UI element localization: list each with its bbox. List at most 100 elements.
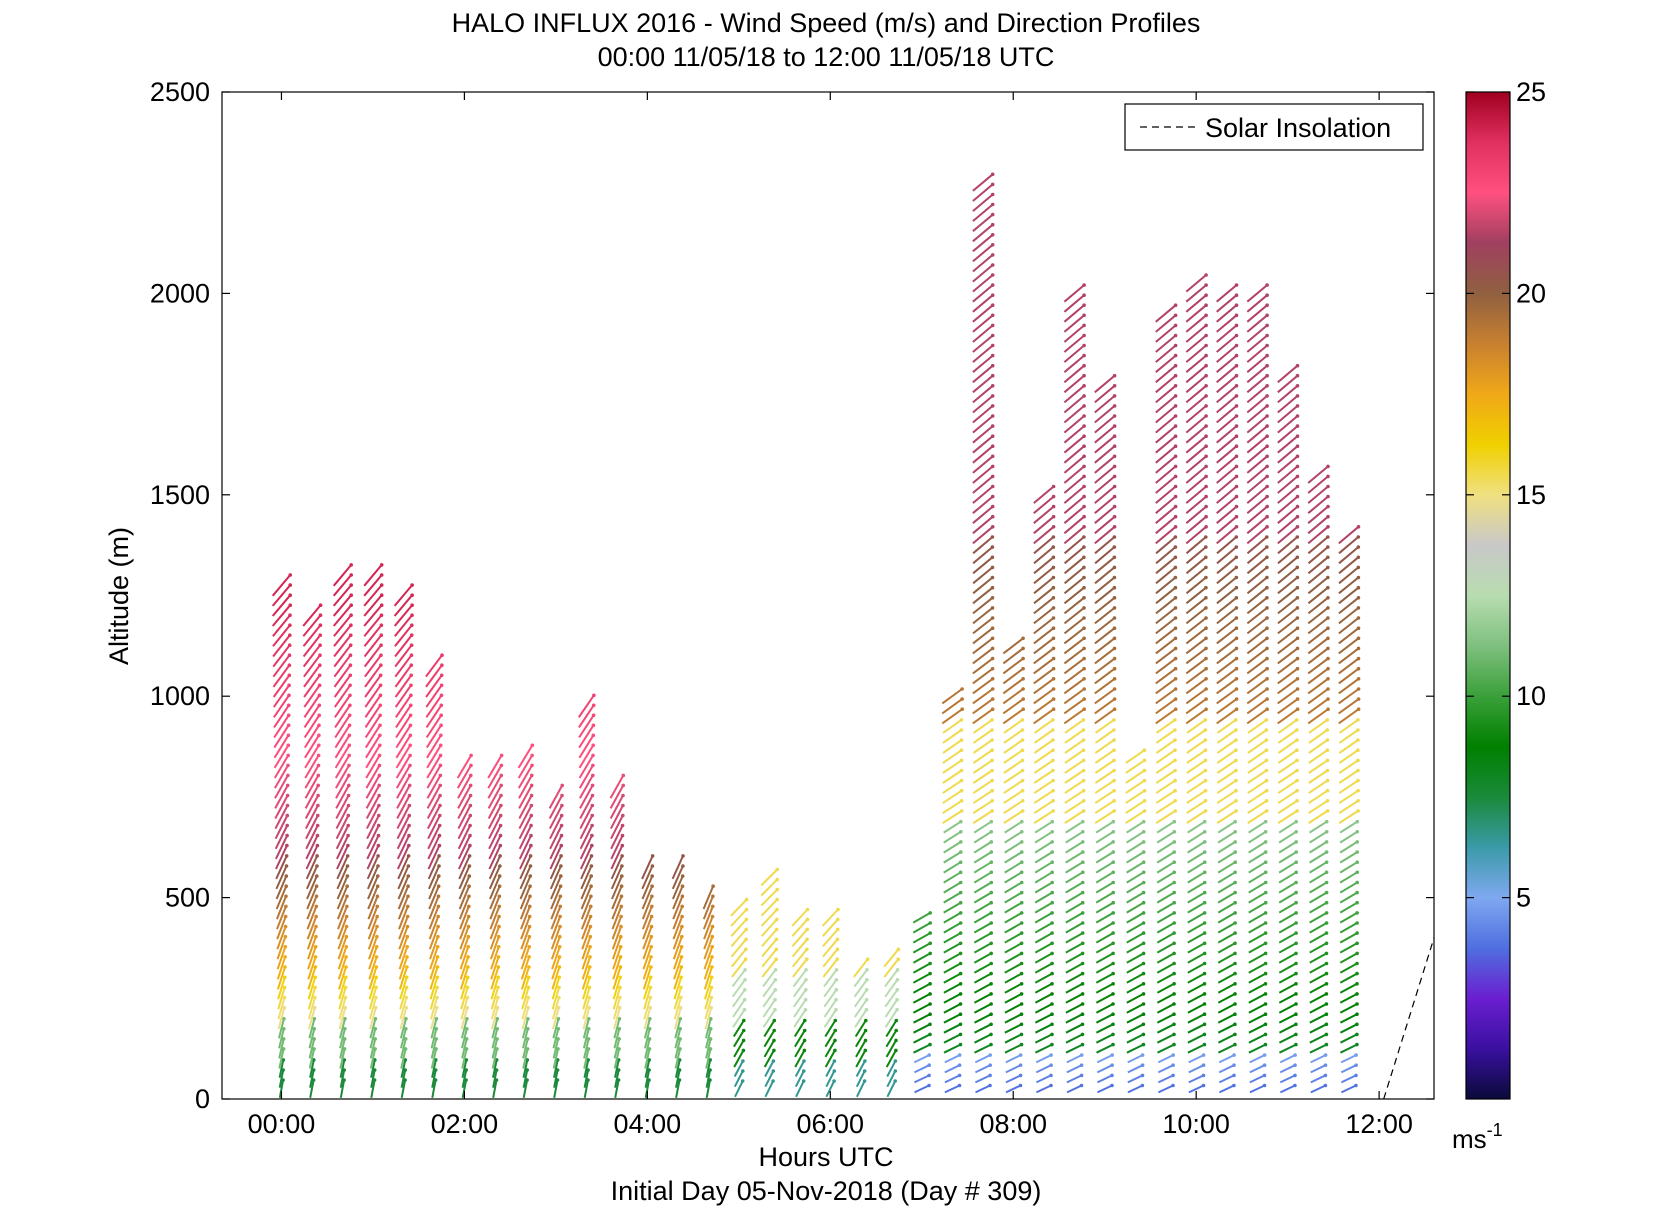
- wind-arrow: [1185, 505, 1207, 524]
- wind-arrow: [1185, 677, 1207, 695]
- wind-arrow: [457, 835, 471, 860]
- wind-arrow: [1156, 942, 1175, 954]
- wind-arrow-head: [1204, 555, 1208, 560]
- wind-arrow-head: [1202, 1012, 1207, 1016]
- wind-arrow-head: [349, 603, 354, 607]
- wind-arrow-head: [530, 753, 534, 758]
- wind-arrow-head: [1049, 1073, 1053, 1078]
- wind-arrow: [1246, 415, 1268, 434]
- wind-arrow: [1035, 1064, 1052, 1074]
- wind-arrow: [1033, 749, 1054, 764]
- wind-arrow: [941, 688, 963, 705]
- wind-arrow-head: [1204, 404, 1208, 408]
- wind-arrow: [1155, 334, 1177, 353]
- wind-arrow: [672, 906, 684, 930]
- wind-arrow: [1002, 657, 1024, 675]
- wind-arrow-head: [435, 975, 440, 980]
- wind-arrow-head: [560, 783, 564, 788]
- wind-arrow-head: [1081, 809, 1086, 813]
- wind-arrow-head: [1355, 840, 1359, 844]
- wind-arrow-head: [529, 803, 534, 808]
- wind-arrow-head: [349, 623, 353, 627]
- wind-arrow-head: [1294, 880, 1298, 885]
- wind-arrow-head: [989, 870, 994, 875]
- wind-arrow: [1277, 374, 1299, 394]
- wind-arrow-head: [1172, 840, 1177, 844]
- wind-arrow-head: [1082, 394, 1086, 398]
- wind-arrow: [1307, 556, 1329, 575]
- wind-arrow-head: [1141, 1012, 1146, 1016]
- wind-arrow-head: [1050, 870, 1054, 875]
- wind-arrow: [1187, 830, 1206, 844]
- wind-arrow: [1095, 952, 1114, 964]
- wind-arrow: [1063, 485, 1085, 504]
- wind-arrow-head: [1356, 788, 1360, 793]
- wind-arrow: [611, 916, 623, 940]
- wind-arrow: [610, 815, 624, 840]
- wind-arrow: [972, 515, 994, 535]
- wind-arrow: [1094, 759, 1115, 774]
- wind-arrow-head: [407, 803, 412, 808]
- wind-arrow-head: [314, 914, 319, 919]
- wind-arrow-head: [990, 758, 994, 763]
- wind-arrow-head: [679, 955, 684, 959]
- wind-arrow: [1095, 1003, 1114, 1014]
- wind-arrow: [611, 936, 622, 960]
- wind-arrow: [1185, 415, 1207, 434]
- wind-arrow-head: [349, 563, 354, 567]
- wind-arrow-head: [1234, 353, 1239, 358]
- wind-arrow: [1126, 851, 1145, 864]
- wind-arrow-head: [435, 995, 439, 1000]
- wind-arrow-head: [528, 864, 533, 868]
- wind-arrow-head: [1020, 860, 1024, 864]
- wind-arrow: [1033, 789, 1054, 804]
- wind-arrow-head: [559, 813, 564, 818]
- wind-arrow-head: [927, 1083, 931, 1088]
- wind-arrow-head: [990, 788, 994, 793]
- wind-arrow-head: [1019, 1042, 1024, 1047]
- wind-arrow: [1216, 759, 1237, 774]
- wind-arrow-head: [1080, 1022, 1085, 1027]
- wind-arrow: [732, 1009, 746, 1028]
- wind-arrow-head: [407, 843, 411, 848]
- wind-arrow-head: [1355, 941, 1359, 946]
- wind-arrow: [1034, 952, 1053, 964]
- wind-arrow-head: [403, 1037, 408, 1041]
- wind-arrow-head: [1051, 707, 1056, 711]
- wind-arrow: [1004, 922, 1023, 934]
- wind-arrow-head: [862, 1079, 867, 1083]
- wind-arrow: [487, 795, 502, 819]
- wind-arrow-head: [314, 924, 318, 929]
- wind-arrow: [702, 906, 714, 930]
- wind-arrow: [302, 614, 322, 637]
- wind-arrow-head: [990, 353, 995, 358]
- wind-arrow-head: [405, 924, 410, 929]
- wind-arrow: [1157, 1084, 1174, 1094]
- wind-arrow: [1063, 556, 1085, 575]
- wind-arrow: [1004, 891, 1023, 904]
- wind-arrow: [1064, 759, 1085, 774]
- wind-arrow: [974, 1064, 991, 1074]
- wind-arrow-head: [959, 819, 963, 824]
- wind-arrow-head: [527, 924, 532, 929]
- wind-arrow: [1096, 1074, 1113, 1084]
- wind-arrow: [1063, 708, 1085, 725]
- wind-arrow: [1185, 294, 1207, 313]
- wind-arrow-head: [989, 971, 993, 976]
- colorbar-tick-label: 15: [1516, 480, 1546, 510]
- wind-arrow: [1156, 881, 1175, 894]
- wind-arrow-head: [1356, 575, 1361, 580]
- wind-arrow-head: [1172, 941, 1176, 946]
- wind-arrow: [581, 966, 591, 990]
- wind-arrow: [644, 1048, 651, 1069]
- wind-arrow-head: [1204, 646, 1208, 651]
- wind-arrow-head: [1204, 514, 1208, 519]
- wind-arrow-head: [285, 813, 290, 818]
- wind-arrow-head: [1265, 677, 1269, 681]
- wind-arrow: [307, 956, 317, 980]
- wind-arrow-head: [1081, 748, 1086, 752]
- wind-arrow-head: [530, 773, 534, 778]
- wind-arrow-head: [497, 874, 502, 878]
- wind-arrow: [972, 708, 994, 725]
- wind-arrow: [733, 1070, 744, 1088]
